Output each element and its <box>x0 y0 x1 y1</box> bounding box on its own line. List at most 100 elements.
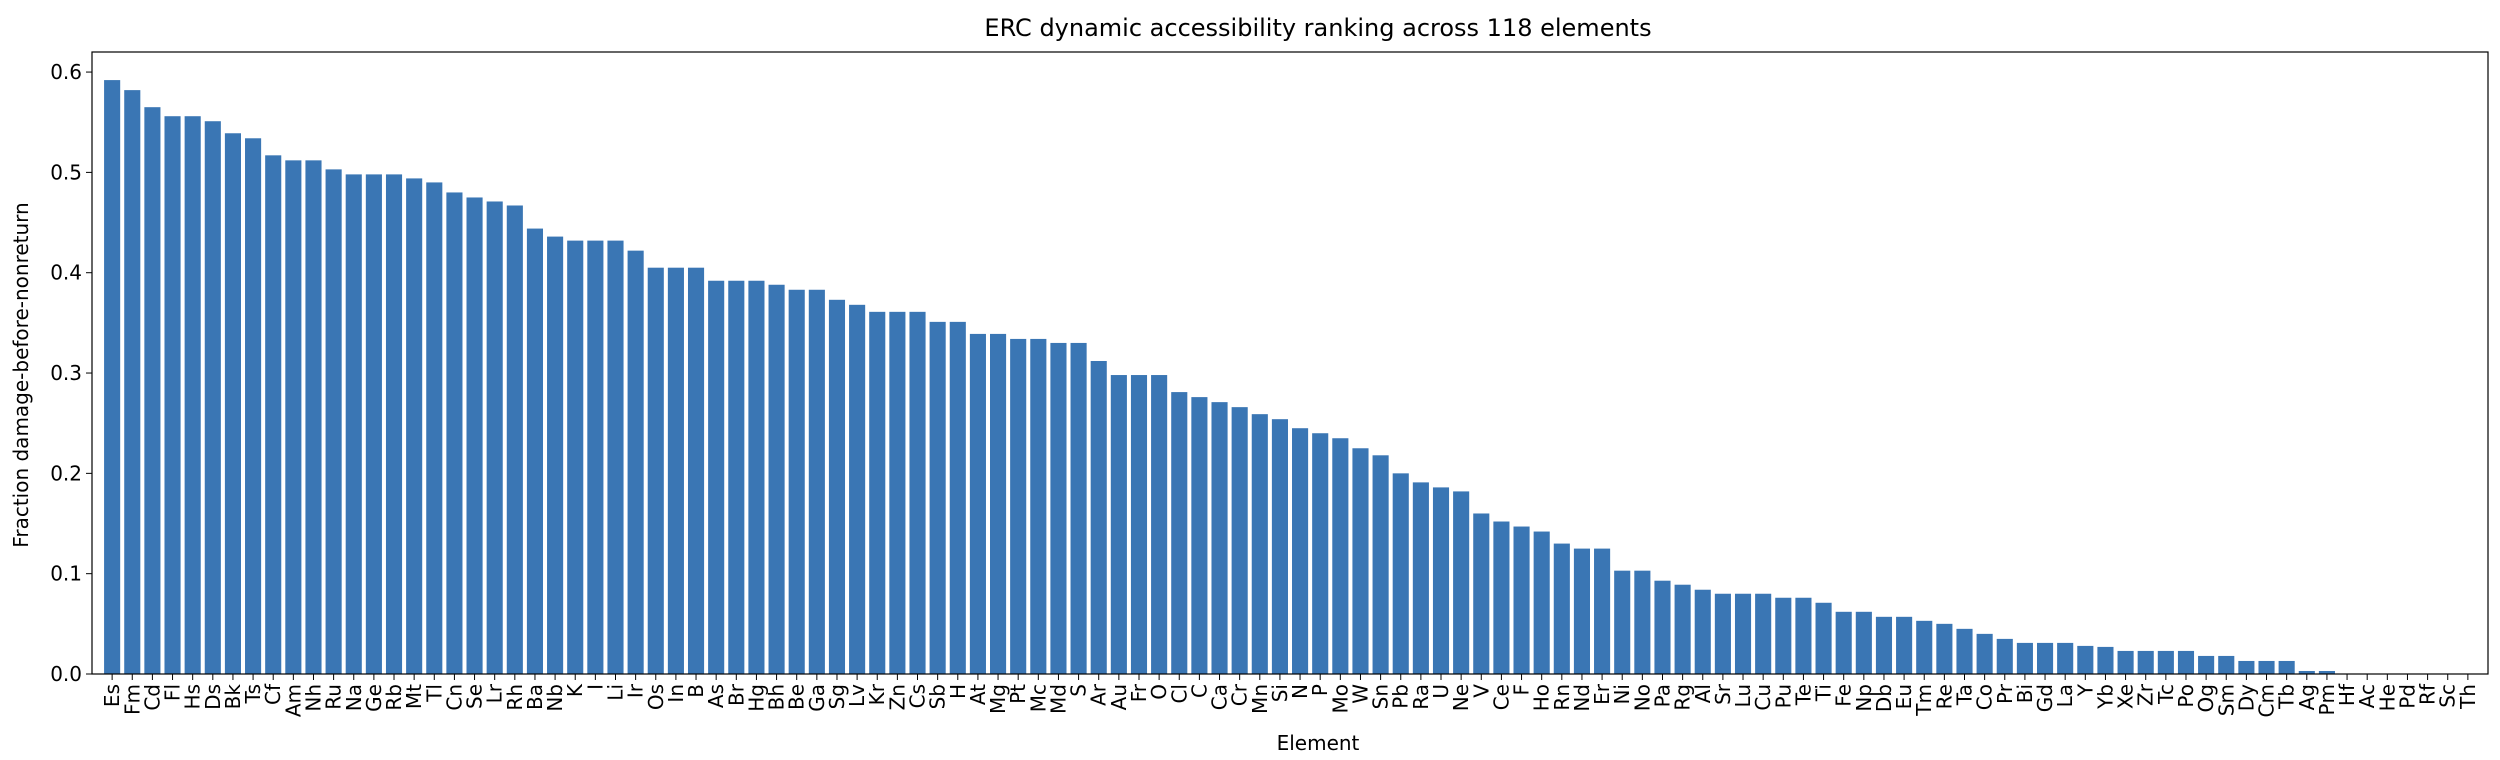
bar-Ce <box>1493 521 1510 674</box>
x-axis: EsFmCdFlHsDsBkTsCfAmNhRuNaGeRbMtTlCnSeLr… <box>100 674 2480 717</box>
bar-Ta <box>1956 628 1973 674</box>
bar-Md <box>1050 342 1067 674</box>
bar-Pa <box>1654 580 1671 674</box>
x-tick-label: Cf <box>261 683 285 705</box>
bar-B <box>687 267 705 674</box>
bar-Ne <box>1453 491 1470 674</box>
x-tick-label: Ti <box>1812 684 1836 702</box>
bar-Er <box>1594 548 1611 674</box>
bar-Es <box>104 80 121 675</box>
bar-Rg <box>1674 584 1691 674</box>
x-tick-label: N <box>1288 684 1312 699</box>
bar-Pb <box>1392 473 1409 674</box>
bar-Fr <box>1130 375 1148 674</box>
bar-Ar <box>1090 360 1107 674</box>
x-tick-label: U <box>1429 684 1453 699</box>
x-tick-label: Hf <box>2335 683 2359 706</box>
x-tick-label: Tl <box>422 684 446 703</box>
x-tick-label: Tc <box>2154 684 2178 705</box>
x-tick-label: Zr <box>2134 683 2158 706</box>
bar-Pt <box>1010 338 1027 674</box>
x-tick-label: Mg <box>986 684 1010 714</box>
y-axis-label: Fraction damage-before-nonreturn <box>9 202 33 547</box>
x-tick-label: Lv <box>845 684 869 707</box>
bar-Lr <box>486 201 503 675</box>
bar-Rb <box>385 174 403 674</box>
bar-Re <box>1936 623 1953 674</box>
bars-group <box>104 80 2335 675</box>
bar-Mc <box>1030 338 1047 674</box>
bar-Fl <box>164 116 181 674</box>
x-tick-label: Cd <box>140 684 164 711</box>
x-tick-label: Ds <box>201 684 225 710</box>
bar-Br <box>728 280 745 674</box>
x-tick-label: Rh <box>503 684 527 711</box>
bar-Sr <box>1714 593 1731 674</box>
x-tick-label: Ir <box>624 683 648 698</box>
x-tick-label: Cl <box>1167 684 1191 704</box>
x-tick-label: Mt <box>402 684 426 709</box>
bar-Se <box>466 197 483 674</box>
y-tick-label: 0.2 <box>50 461 82 485</box>
x-tick-label: I <box>583 684 607 690</box>
bar-Sm <box>2218 655 2235 674</box>
bar-Mt <box>406 178 423 674</box>
x-tick-label: Am <box>281 684 305 717</box>
x-tick-label: Zn <box>885 684 909 710</box>
x-tick-label: Db <box>1872 684 1896 712</box>
x-tick-label: Rn <box>1550 684 1574 711</box>
y-tick-label: 0.1 <box>50 562 82 586</box>
bar-Cl <box>1171 392 1188 674</box>
bar-Bk <box>224 133 241 674</box>
x-tick-label: Md <box>1046 684 1070 714</box>
x-tick-label: Fe <box>1832 684 1856 707</box>
bar-Cs <box>909 311 926 674</box>
bar-La <box>2057 642 2074 674</box>
x-tick-label: Yb <box>2093 684 2117 710</box>
x-tick-label: Lr <box>483 683 507 703</box>
x-tick-label: Ru <box>322 684 346 710</box>
x-tick-label: Kr <box>865 683 889 705</box>
bar-Hg <box>748 280 765 674</box>
bar-Pr <box>1996 638 2013 674</box>
bar-Sb <box>929 321 946 674</box>
bar-Ti <box>1815 602 1832 674</box>
x-tick-label: Ac <box>2355 684 2379 708</box>
bar-Zn <box>889 311 906 674</box>
x-tick-label: O <box>1147 684 1171 700</box>
bar-Eu <box>1896 616 1913 674</box>
bar-Rh <box>506 205 523 675</box>
x-tick-label: Pr <box>1993 683 2017 704</box>
x-tick-label: No <box>1630 684 1654 711</box>
bar-Te <box>1795 597 1812 674</box>
bar-Tb <box>2278 660 2295 674</box>
bar-Og <box>2198 655 2215 674</box>
bar-Dy <box>2238 660 2255 674</box>
x-tick-label: Sm <box>2214 684 2238 716</box>
x-tick-label: Ce <box>1489 684 1513 710</box>
bar-Nb <box>547 236 564 674</box>
y-tick-label: 0.0 <box>50 662 82 686</box>
x-tick-label: Ca <box>1208 684 1232 710</box>
bar-Hs <box>184 116 201 674</box>
bar-No <box>1634 570 1651 674</box>
bar-Ni <box>1614 570 1631 674</box>
x-tick-label: Po <box>2174 684 2198 708</box>
bar-Pm <box>2318 670 2335 674</box>
bar-Na <box>345 174 362 674</box>
x-tick-label: V <box>1469 684 1493 698</box>
x-tick-label: Es <box>100 684 124 707</box>
bar-O <box>1151 375 1168 674</box>
bar-Co <box>1976 633 1993 674</box>
bar-Bh <box>768 284 785 674</box>
bar-Ru <box>325 169 342 674</box>
bar-Ra <box>1412 482 1429 674</box>
x-tick-label: Sb <box>926 684 950 709</box>
x-tick-label: Cr <box>1228 683 1252 706</box>
y-axis: 0.0 0.1 0.2 0.3 0.4 0.5 0.6 <box>50 60 92 686</box>
bar-Si <box>1271 419 1288 674</box>
x-tick-label: Ga <box>805 684 829 712</box>
x-tick-label: Pm <box>2315 684 2339 716</box>
x-tick-label: Pa <box>1650 684 1674 707</box>
